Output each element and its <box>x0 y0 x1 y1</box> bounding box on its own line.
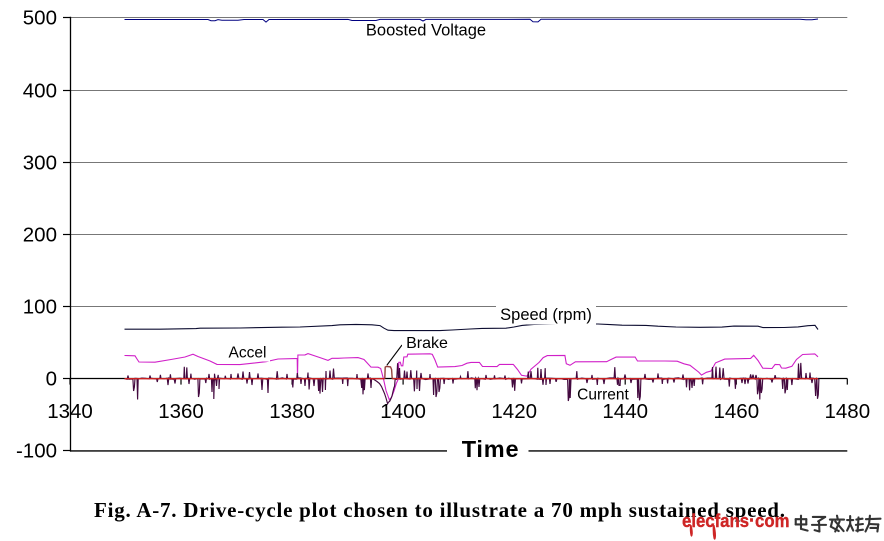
svg-text:Accel: Accel <box>229 345 267 362</box>
svg-text:1460: 1460 <box>713 400 759 423</box>
svg-text:elecfans·com: elecfans·com <box>682 510 790 532</box>
svg-text:-100: -100 <box>16 440 57 463</box>
svg-text:Brake: Brake <box>406 335 448 352</box>
svg-text:Fig. A-7. Drive-cycle plot cho: Fig. A-7. Drive-cycle plot chosen to ill… <box>94 498 785 522</box>
svg-text:100: 100 <box>23 296 57 319</box>
svg-text:Speed (rpm): Speed (rpm) <box>500 306 592 324</box>
svg-text:1360: 1360 <box>158 400 204 423</box>
svg-text:Boosted Voltage: Boosted Voltage <box>366 22 486 40</box>
svg-text:500: 500 <box>23 7 57 30</box>
svg-text:200: 200 <box>23 224 57 247</box>
svg-text:1420: 1420 <box>491 400 537 423</box>
svg-text:Current: Current <box>577 387 629 404</box>
svg-text:1380: 1380 <box>269 400 315 423</box>
svg-text:0: 0 <box>46 368 57 391</box>
svg-text:1340: 1340 <box>47 400 93 423</box>
svg-text:300: 300 <box>23 152 57 175</box>
svg-text:Time: Time <box>462 436 520 462</box>
svg-text:1400: 1400 <box>380 400 426 423</box>
svg-text:1480: 1480 <box>824 400 870 423</box>
svg-text:1440: 1440 <box>602 400 648 423</box>
svg-text:400: 400 <box>23 80 57 103</box>
